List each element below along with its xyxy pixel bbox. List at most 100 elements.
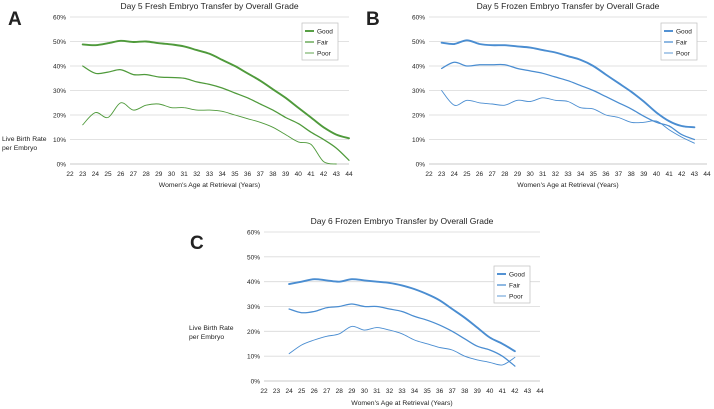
data-point-poor [555, 100, 556, 101]
data-point-good [376, 281, 377, 282]
data-point-poor [285, 134, 286, 135]
x-tick-label: 22 [425, 171, 433, 178]
x-tick-label: 24 [451, 171, 459, 178]
data-point-good [514, 351, 515, 352]
x-tick-label: 23 [79, 171, 87, 178]
data-point-poor [439, 347, 440, 348]
data-point-poor [209, 110, 210, 111]
data-point-fair [441, 68, 442, 69]
data-point-good [285, 97, 286, 98]
x-tick-label: 30 [168, 171, 176, 178]
data-point-fair [555, 76, 556, 77]
data-point-fair [439, 325, 440, 326]
legend: Good Fair Poor [493, 265, 531, 304]
data-point-good [336, 134, 337, 135]
data-point-poor [464, 356, 465, 357]
x-tick-label: 26 [117, 171, 125, 178]
x-tick-label: 38 [461, 388, 469, 395]
data-point-fair [618, 102, 619, 103]
y-tick-label: 50% [412, 39, 425, 46]
series-line-fair [288, 303, 516, 367]
data-point-good [323, 127, 324, 128]
data-point-fair [339, 306, 340, 307]
data-point-good [492, 45, 493, 46]
series-line-good [288, 278, 516, 353]
data-point-poor [314, 339, 315, 340]
x-axis-label: Women's Age at Retrieval (Years) [517, 182, 618, 189]
chart-panel-b: B Day 5 Frozen Embryo Transfer by Overall… [366, 1, 711, 189]
x-tick-label: 40 [653, 171, 661, 178]
data-point-fair [605, 96, 606, 97]
x-tick-label: 32 [552, 171, 560, 178]
data-point-poor [171, 107, 172, 108]
data-point-fair [196, 81, 197, 82]
x-tick-label: 26 [311, 388, 319, 395]
series-line-poor [441, 90, 695, 144]
data-point-good [222, 59, 223, 60]
data-point-poor [120, 102, 121, 103]
data-point-fair [95, 73, 96, 74]
data-point-poor [401, 333, 402, 334]
y-tick-label: 30% [247, 304, 260, 311]
series-line-good [81, 39, 350, 140]
data-point-fair [272, 110, 273, 111]
panel-label: B [366, 9, 380, 30]
data-point-poor [222, 111, 223, 112]
data-point-good [530, 47, 531, 48]
data-point-poor [146, 105, 147, 106]
data-point-good [656, 112, 657, 113]
data-point-fair [681, 134, 682, 135]
x-tick-label: 42 [511, 388, 519, 395]
chart-title: Day 5 Frozen Embryo Transfer by Overall … [477, 1, 660, 11]
x-tick-label: 37 [615, 171, 623, 178]
data-point-fair [82, 65, 83, 66]
y-tick-label: 20% [247, 329, 260, 336]
x-tick-label: 33 [206, 171, 214, 178]
data-point-fair [301, 312, 302, 313]
data-point-good [414, 289, 415, 290]
data-point-poor [82, 124, 83, 125]
data-point-fair [348, 160, 349, 161]
x-tick-label: 39 [640, 171, 648, 178]
data-point-good [555, 52, 556, 53]
x-tick-label: 27 [489, 171, 497, 178]
data-point-good [326, 280, 327, 281]
x-tick-label: 26 [476, 171, 484, 178]
data-point-fair [401, 311, 402, 312]
x-tick-label: 32 [193, 171, 201, 178]
x-tick-label: 44 [703, 171, 711, 178]
data-point-poor [310, 144, 311, 145]
data-point-good [439, 300, 440, 301]
y-tick-label: 0% [416, 162, 426, 169]
data-point-poor [376, 327, 377, 328]
x-tick-label: 22 [260, 388, 268, 395]
x-tick-label: 42 [678, 171, 686, 178]
data-point-fair [171, 77, 172, 78]
x-tick-label: 27 [130, 171, 138, 178]
data-point-fair [323, 139, 324, 140]
data-point-poor [184, 107, 185, 108]
data-point-poor [514, 357, 515, 358]
data-point-poor [502, 364, 503, 365]
panel-label: C [190, 233, 204, 254]
data-point-poor [452, 349, 453, 350]
data-point-fair [542, 73, 543, 74]
chart-title: Day 5 Fresh Embryo Transfer by Overall G… [120, 1, 298, 11]
x-tick-label: 42 [320, 171, 328, 178]
data-point-good [454, 43, 455, 44]
x-tick-label: 34 [577, 171, 585, 178]
x-tick-label: 30 [361, 388, 369, 395]
data-point-good [260, 80, 261, 81]
x-tick-label: 29 [155, 171, 163, 178]
y-tick-label: 20% [53, 113, 66, 120]
data-point-poor [298, 141, 299, 142]
x-tick-label: 24 [92, 171, 100, 178]
x-tick-label: 25 [463, 171, 471, 178]
data-point-good [364, 280, 365, 281]
x-tick-label: 25 [104, 171, 112, 178]
x-axis-label: Women's Age at Retrieval (Years) [159, 182, 260, 189]
x-tick-label: 33 [564, 171, 572, 178]
x-axis-label: Women's Age at Retrieval (Years) [351, 400, 452, 407]
y-tick-label: 0% [57, 162, 67, 169]
